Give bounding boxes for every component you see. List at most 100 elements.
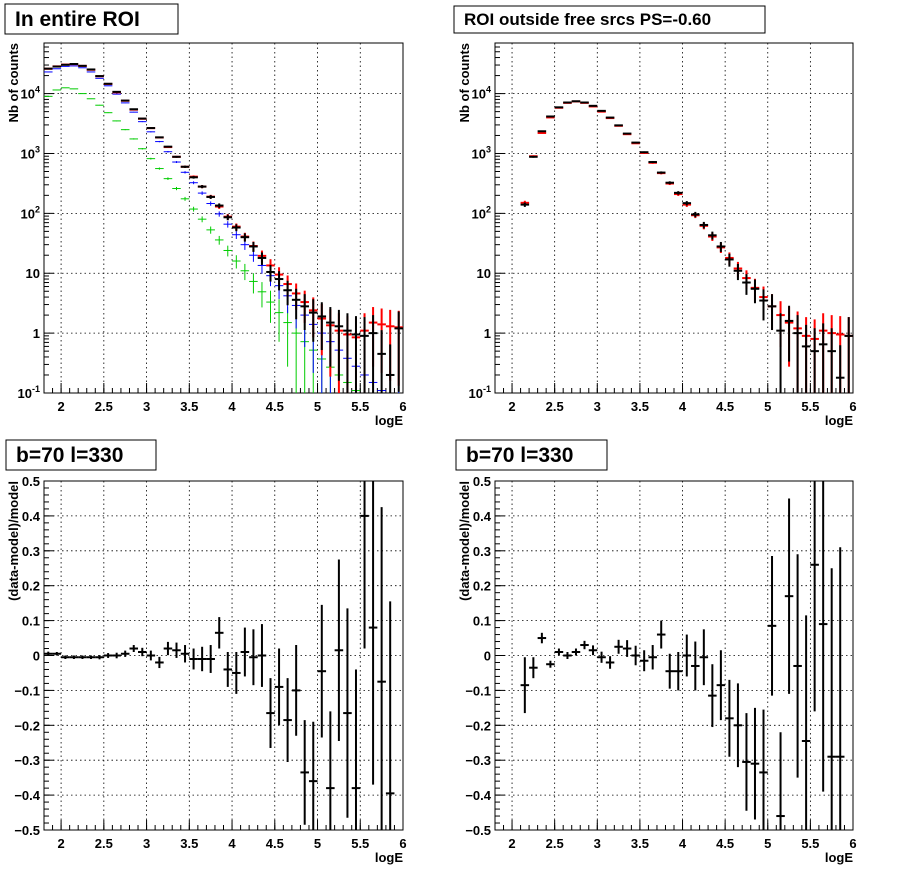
data-point <box>232 652 241 694</box>
data-point <box>232 255 241 269</box>
data-point <box>665 181 674 185</box>
data-point <box>129 108 139 111</box>
data-point <box>155 136 164 139</box>
data-point <box>605 116 615 119</box>
data-point <box>163 145 173 148</box>
plot-frame <box>494 480 854 831</box>
data-point <box>78 93 87 95</box>
data-point <box>291 645 301 736</box>
data-point <box>571 100 581 103</box>
y-tick-label: 0.3 <box>22 544 40 559</box>
y-tick-label: 0.4 <box>22 509 41 524</box>
data-point <box>274 271 284 291</box>
data-point <box>835 547 845 830</box>
data-point <box>69 655 79 659</box>
x-tick-label: 2.5 <box>546 836 564 851</box>
y-tick-label: 0.5 <box>22 474 40 489</box>
data-point <box>334 309 344 381</box>
data-point <box>300 720 309 825</box>
y-tick-label: 104 <box>472 85 491 102</box>
chart-panel-4: 2 2.5 3 3.5 4 4.5 5 5.5 6 −0.5 −0.4 −0.3 −0.2 −0.1 0 0.… <box>455 439 857 865</box>
y-axis-title: Nb of counts <box>457 43 472 122</box>
data-point <box>317 302 327 351</box>
x-axis-title: logE <box>825 413 853 428</box>
data-point <box>665 653 674 689</box>
x-tick-label: 5.5 <box>351 399 369 414</box>
y-tick-label: 10-1 <box>469 384 491 401</box>
data-point <box>385 601 395 830</box>
data-point <box>351 669 361 830</box>
data-point <box>138 647 147 657</box>
chart-panel-3: 2 2.5 3 3.5 4 4.5 5 5.5 6 −0.5 −0.4 −0.3 −0.2 −0.1 0 0.… <box>5 439 407 865</box>
data-point <box>326 307 335 367</box>
data-point <box>554 106 564 109</box>
data-point <box>197 191 207 195</box>
x-tick-label: 6 <box>849 399 856 414</box>
data-point <box>283 678 292 762</box>
data-point <box>283 280 292 306</box>
data-point <box>308 721 318 830</box>
x-tick-label: 4.5 <box>266 836 284 851</box>
data-point <box>716 650 726 721</box>
x-tick-label: 5.5 <box>801 399 819 414</box>
x-tick-label: 5 <box>314 836 321 851</box>
y-tick-label: 0.3 <box>473 544 491 559</box>
x-tick-label: 3.5 <box>631 399 649 414</box>
data-point <box>120 99 130 102</box>
data-point <box>163 150 173 153</box>
data-point <box>818 323 828 393</box>
y-tick-label: 0.1 <box>473 614 491 629</box>
y-tick-label: 0.2 <box>473 579 491 594</box>
data-point <box>44 651 53 656</box>
x-tick-label: 2 <box>57 399 64 414</box>
chart-panel-2: 2 2.5 3 3.5 4 4.5 5 5.5 6 10-1 1 10 102 103 104 logE Nb … <box>453 5 857 428</box>
y-tick-label: −0.3 <box>14 753 40 768</box>
data-point <box>674 191 683 195</box>
data-point <box>546 660 555 668</box>
x-tick-label: 3 <box>594 836 601 851</box>
data-point <box>793 315 802 393</box>
y-tick-label: 0 <box>33 649 40 664</box>
x-axis-title: logE <box>375 413 403 428</box>
data-point <box>214 235 224 245</box>
data-point <box>112 120 121 122</box>
data-point <box>232 231 241 239</box>
y-tick-label: 103 <box>21 144 40 161</box>
data-point <box>810 328 819 393</box>
x-tick-label: 3.5 <box>631 836 649 851</box>
data-point <box>537 130 547 133</box>
data-point <box>214 617 224 649</box>
data-point <box>520 202 530 207</box>
data-point <box>257 624 267 687</box>
data-point <box>682 634 692 677</box>
data-point <box>223 245 233 257</box>
data-point <box>240 263 250 281</box>
x-tick-label: 4 <box>679 836 687 851</box>
y-axis-title: Nb of counts <box>6 43 21 122</box>
data-point <box>180 171 190 174</box>
data-point <box>197 646 207 672</box>
y-tick-label: −0.1 <box>465 683 491 698</box>
pad-title-box <box>455 439 608 471</box>
data-point <box>818 481 828 792</box>
data-point <box>129 645 139 653</box>
data-point <box>274 648 284 726</box>
data-point <box>308 299 318 342</box>
data-point <box>214 203 224 208</box>
x-tick-label: 4 <box>228 836 236 851</box>
x-tick-label: 5 <box>314 399 321 414</box>
data-point <box>622 132 632 135</box>
data-point <box>733 263 743 281</box>
data-point <box>249 241 258 252</box>
data-point <box>827 568 836 830</box>
data-point <box>776 732 785 830</box>
data-point <box>614 124 623 127</box>
data-point <box>343 313 352 393</box>
x-tick-label: 4.5 <box>716 836 734 851</box>
data-point <box>656 171 666 174</box>
data-point <box>563 652 572 659</box>
plot-frame <box>494 42 854 394</box>
pad-title-box <box>5 439 157 471</box>
data-point <box>360 481 369 649</box>
data-point <box>385 344 395 393</box>
